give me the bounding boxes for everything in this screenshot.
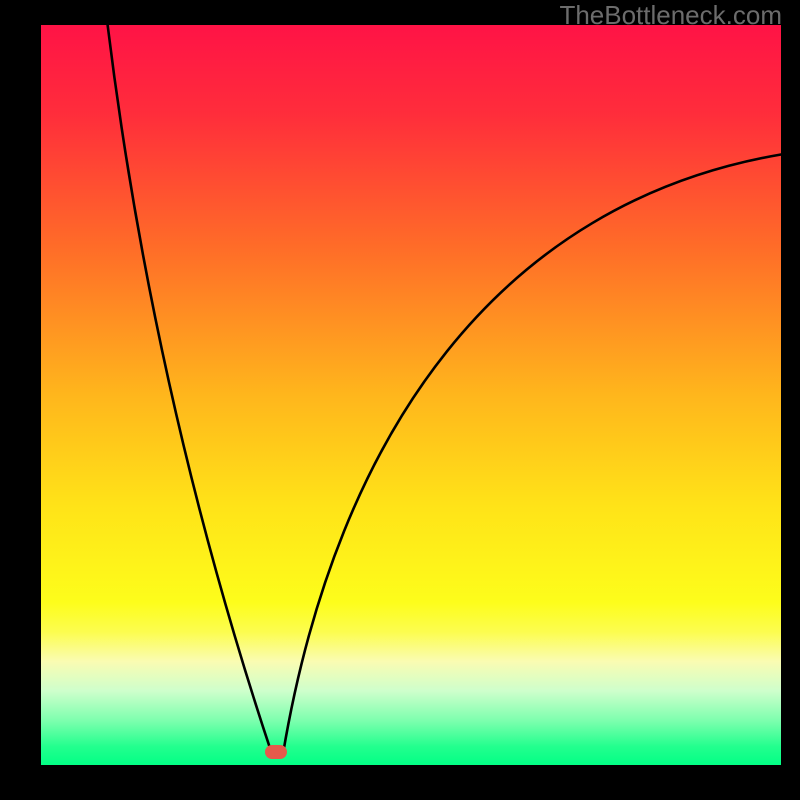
curve-left-branch bbox=[108, 25, 272, 754]
watermark-text: TheBottleneck.com bbox=[559, 0, 782, 31]
curve-right-branch bbox=[283, 155, 781, 754]
chart-stage: TheBottleneck.com bbox=[0, 0, 800, 800]
plot-area bbox=[41, 25, 781, 765]
bottleneck-curve bbox=[41, 25, 781, 765]
optimal-point-marker bbox=[265, 745, 287, 759]
